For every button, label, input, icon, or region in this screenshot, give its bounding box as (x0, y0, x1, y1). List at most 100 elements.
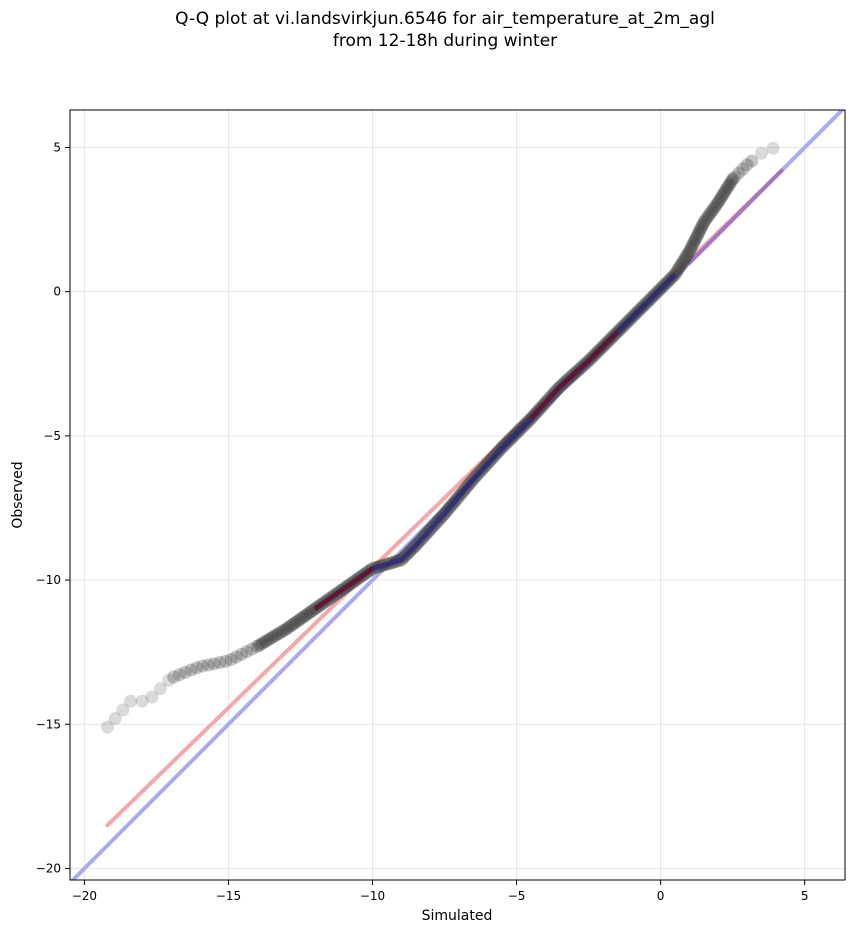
qq-point (732, 166, 746, 180)
qq-point (673, 260, 687, 274)
qq-point (676, 255, 690, 269)
y-tick-label: −10 (36, 573, 61, 587)
qq-point (724, 175, 738, 189)
qq-point (679, 249, 693, 263)
qq-point (289, 615, 303, 629)
y-tick-label: −20 (36, 861, 61, 875)
qq-point (716, 188, 730, 202)
qq-point (682, 244, 696, 258)
qq-point (190, 661, 204, 675)
qq-point (284, 619, 298, 633)
qq-point (685, 239, 699, 253)
qq-point (271, 627, 285, 641)
qq-point (162, 673, 176, 687)
y-axis-label: Observed (10, 461, 26, 528)
plot-frame (69, 109, 846, 881)
qq-point (253, 638, 267, 652)
qq-point (145, 690, 159, 704)
y-tick-label: 0 (53, 285, 61, 299)
qq-point (696, 218, 710, 232)
qq-point (728, 170, 742, 184)
qq-point (689, 231, 703, 245)
overlap-line (687, 168, 784, 265)
x-axis-label: Simulated (422, 908, 493, 924)
qq-point (256, 636, 270, 650)
qq-point (678, 252, 692, 266)
qq-point (250, 639, 264, 653)
qq-point (690, 229, 704, 243)
qq-point (674, 257, 688, 271)
qq-point (699, 213, 713, 227)
x-tick-label: −15 (216, 889, 241, 903)
qq-point (693, 223, 707, 237)
qq-point (266, 630, 280, 644)
qq-point (213, 656, 227, 670)
qq-point (726, 172, 740, 186)
qq-point (224, 653, 238, 667)
qq-point (263, 632, 277, 646)
y-tick-label: 5 (53, 140, 61, 154)
qq-point (245, 642, 259, 656)
qq-point (293, 612, 307, 626)
qq-point (709, 198, 723, 212)
qq-point (240, 645, 254, 659)
qq-dense-core (313, 272, 677, 611)
qq-point (108, 712, 122, 726)
qq-point (692, 226, 706, 240)
qq-point (196, 659, 210, 673)
qq-point (697, 215, 711, 229)
qq-point (718, 185, 732, 199)
qq-point (124, 694, 138, 708)
qq-point (766, 141, 780, 155)
chart-title-block: Q-Q plot at vi.landsvirkjun.6546 for air… (0, 8, 854, 52)
qq-point (711, 195, 725, 209)
qq-point (135, 694, 149, 708)
qq-point (713, 193, 727, 207)
qq-point (274, 625, 288, 639)
qq-point (258, 635, 272, 649)
y-tick-label: −15 (36, 717, 61, 731)
chart-title: Q-Q plot at vi.landsvirkjun.6546 for air… (175, 9, 715, 29)
qq-point (229, 650, 243, 664)
scatter-points (100, 141, 780, 734)
qq-point (286, 617, 300, 631)
qq-point (736, 162, 750, 176)
qq-point (722, 177, 736, 191)
qq-point (298, 609, 312, 623)
qq-point (279, 622, 293, 636)
y-tick-label: −5 (43, 429, 61, 443)
qq-point (671, 262, 685, 276)
qq-point (201, 658, 215, 672)
qq-point (714, 190, 728, 204)
qq-point (704, 205, 718, 219)
qq-point (281, 620, 295, 634)
qq-point (301, 607, 315, 621)
x-tick-label: 0 (657, 889, 665, 903)
qq-point (684, 242, 698, 256)
qq-point (178, 665, 192, 679)
x-tick-label: 5 (801, 889, 809, 903)
axis-ticks: −20 −15 −10 −5 0 5 −20 −15 −10 −5 0 5 (36, 140, 809, 903)
qq-point (694, 221, 708, 235)
qq-point (754, 146, 768, 160)
qq-point (235, 647, 249, 661)
qq-point (681, 247, 695, 261)
qq-point (303, 605, 317, 619)
qq-point (686, 236, 700, 250)
qq-point (100, 720, 114, 734)
qq-point (276, 624, 290, 638)
qq-point (153, 682, 167, 696)
qq-point (291, 614, 305, 628)
qq-point (719, 182, 733, 196)
qq-point (261, 633, 275, 647)
qq-point (721, 180, 735, 194)
x-tick-label: −20 (72, 889, 97, 903)
qq-point (296, 610, 310, 624)
grid-lines (70, 110, 845, 880)
qq-fit-overlap-mid (529, 330, 619, 420)
qq-point (207, 657, 221, 671)
qq-point (184, 663, 198, 677)
chart-subtitle: from 12-18h during winter (332, 31, 558, 51)
x-tick-label: −10 (360, 889, 385, 903)
